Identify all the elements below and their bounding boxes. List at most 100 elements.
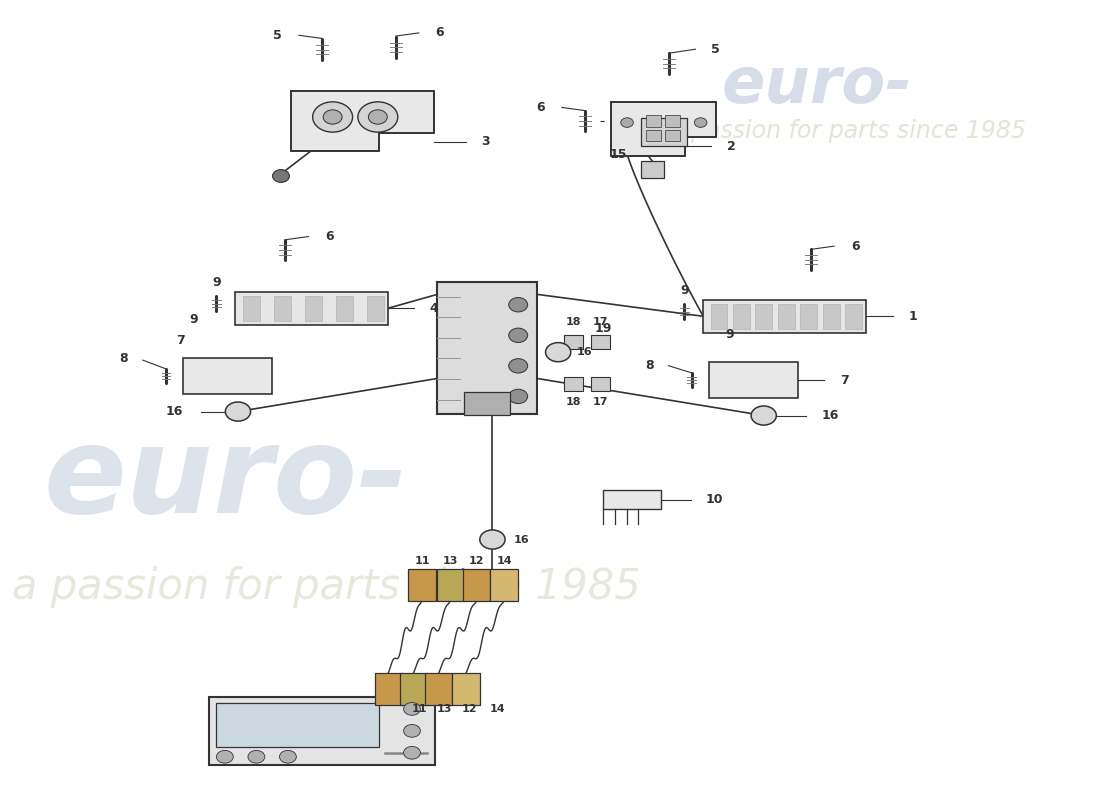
- Text: 16: 16: [166, 405, 184, 418]
- Text: 9: 9: [212, 276, 221, 290]
- Bar: [711, 303, 727, 329]
- Circle shape: [404, 725, 420, 738]
- Bar: [845, 303, 862, 329]
- Bar: [703, 299, 867, 333]
- Text: 6: 6: [326, 230, 334, 243]
- Circle shape: [508, 358, 528, 373]
- Text: 3: 3: [482, 135, 490, 148]
- Bar: [400, 673, 427, 705]
- Circle shape: [546, 342, 571, 362]
- Text: 10: 10: [705, 493, 723, 506]
- Bar: [664, 130, 680, 141]
- Bar: [640, 161, 663, 178]
- Text: 12: 12: [462, 704, 477, 714]
- Bar: [646, 130, 661, 141]
- Circle shape: [273, 170, 289, 182]
- Text: a passion for parts since 1985: a passion for parts since 1985: [669, 118, 1026, 142]
- Text: 8: 8: [646, 359, 653, 372]
- Text: 6: 6: [436, 26, 444, 39]
- Text: 7: 7: [840, 374, 849, 386]
- Text: 9: 9: [189, 314, 198, 326]
- Text: 5: 5: [712, 42, 719, 56]
- Circle shape: [358, 102, 398, 132]
- Bar: [778, 303, 795, 329]
- Text: 6: 6: [537, 101, 544, 114]
- Bar: [591, 377, 609, 391]
- Bar: [664, 115, 680, 126]
- Text: 2: 2: [727, 140, 736, 153]
- Bar: [437, 569, 464, 601]
- Bar: [243, 295, 260, 321]
- Bar: [756, 303, 772, 329]
- Circle shape: [217, 750, 233, 763]
- Bar: [183, 358, 272, 394]
- Bar: [733, 303, 750, 329]
- Bar: [463, 569, 491, 601]
- Circle shape: [368, 110, 387, 124]
- Circle shape: [323, 110, 342, 124]
- Text: 1: 1: [909, 310, 917, 322]
- Bar: [375, 673, 402, 705]
- Text: 18: 18: [566, 397, 582, 406]
- Bar: [305, 295, 321, 321]
- Bar: [491, 569, 518, 601]
- Text: 13: 13: [442, 556, 458, 566]
- Bar: [640, 118, 688, 146]
- Circle shape: [226, 402, 251, 421]
- Circle shape: [620, 118, 634, 127]
- Text: 17: 17: [593, 317, 608, 327]
- Text: a passion for parts since 1985: a passion for parts since 1985: [12, 566, 640, 608]
- Circle shape: [279, 750, 296, 763]
- Bar: [209, 697, 436, 765]
- Text: 14: 14: [496, 556, 512, 566]
- Text: 14: 14: [490, 704, 505, 714]
- Circle shape: [694, 118, 707, 127]
- Circle shape: [404, 702, 420, 715]
- Bar: [591, 334, 609, 349]
- Bar: [274, 295, 290, 321]
- Bar: [366, 295, 384, 321]
- Polygon shape: [290, 91, 434, 151]
- Bar: [464, 393, 510, 414]
- Text: 12: 12: [469, 556, 484, 566]
- Bar: [604, 490, 661, 510]
- Bar: [801, 303, 817, 329]
- Bar: [823, 303, 839, 329]
- Bar: [646, 115, 661, 126]
- Text: 9: 9: [725, 328, 734, 341]
- Circle shape: [508, 390, 528, 403]
- Text: 13: 13: [437, 704, 452, 714]
- Text: 11: 11: [415, 556, 430, 566]
- Text: 16: 16: [514, 534, 529, 545]
- Text: 18: 18: [566, 317, 582, 327]
- Circle shape: [751, 406, 777, 425]
- Circle shape: [508, 298, 528, 312]
- Bar: [235, 291, 388, 325]
- Bar: [564, 377, 583, 391]
- Text: 7: 7: [176, 334, 185, 347]
- Circle shape: [480, 530, 505, 549]
- Text: 16: 16: [822, 409, 839, 422]
- Bar: [217, 703, 380, 747]
- Text: 9: 9: [680, 284, 689, 298]
- Bar: [708, 362, 797, 398]
- Bar: [425, 673, 452, 705]
- Bar: [564, 334, 583, 349]
- Bar: [452, 673, 480, 705]
- Circle shape: [248, 750, 265, 763]
- Text: euro-: euro-: [43, 422, 408, 538]
- Text: 19: 19: [595, 322, 613, 334]
- Circle shape: [404, 746, 420, 759]
- Text: 16: 16: [578, 347, 593, 357]
- Text: 4: 4: [430, 302, 439, 315]
- Bar: [408, 569, 436, 601]
- Text: 11: 11: [411, 704, 427, 714]
- Bar: [437, 282, 537, 414]
- Text: 15: 15: [609, 148, 627, 161]
- Circle shape: [508, 328, 528, 342]
- Bar: [336, 295, 353, 321]
- Polygon shape: [612, 102, 716, 156]
- Circle shape: [312, 102, 353, 132]
- Text: 6: 6: [851, 240, 859, 253]
- Text: 8: 8: [120, 352, 128, 365]
